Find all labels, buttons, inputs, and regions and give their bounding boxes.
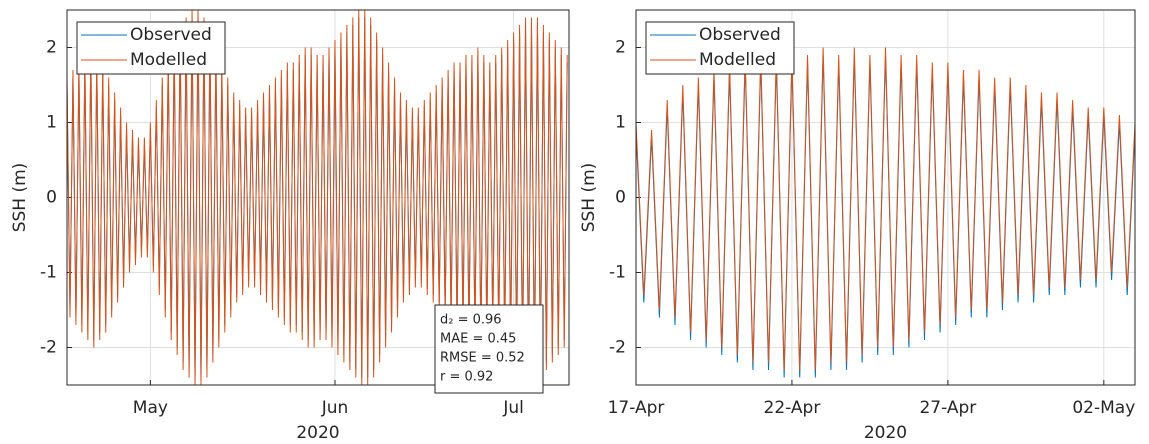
panel: -2 -1 0 1 2 May Jun Jul 2020 SSH (m) Observed Model…	[10, 9, 570, 443]
y-tick-label: -1	[609, 263, 626, 283]
annotation: MAE = 0.45	[440, 332, 516, 347]
annotation: r = 0.92	[440, 370, 493, 385]
series-group	[636, 47, 1135, 378]
annotation: d₂ = 0.96	[440, 313, 502, 328]
y-tick-label: 2	[46, 38, 57, 58]
legend: Observed Modelled	[76, 21, 226, 75]
legend-label: Modelled	[130, 50, 207, 70]
x-tick-label: May	[133, 398, 168, 418]
y-tick-label: 0	[615, 188, 626, 208]
axes-box	[635, 9, 1136, 386]
legend-box	[76, 21, 226, 75]
y-tick-label: 0	[46, 188, 57, 208]
y-tick-label: -1	[40, 263, 57, 283]
series-group	[67, 10, 568, 385]
x-axis-label: 2020	[296, 423, 339, 443]
y-tick-label: 1	[46, 113, 57, 133]
x-tick-label: 22-Apr	[764, 398, 821, 418]
x-tick-label: Jul	[502, 398, 524, 418]
x-tick-label: 27-Apr	[919, 398, 976, 418]
legend-label: Observed	[699, 25, 781, 45]
y-tick-label: 2	[615, 38, 626, 58]
y-tick-label: -2	[40, 338, 57, 358]
y-axis-label: SSH (m)	[579, 163, 599, 233]
y-tick-label: -2	[609, 338, 626, 358]
y-axis-label: SSH (m)	[10, 163, 30, 233]
annotation: RMSE = 0.52	[440, 351, 525, 366]
x-axis-label: 2020	[864, 423, 907, 443]
legend-label: Observed	[130, 25, 212, 45]
legend-box	[645, 21, 795, 75]
axes-box	[66, 9, 570, 386]
legend-label: Modelled	[699, 50, 776, 70]
legend: Observed Modelled	[645, 21, 795, 75]
x-tick-label: 02-May	[1072, 398, 1135, 418]
y-tick-label: 1	[615, 113, 626, 133]
series-line	[636, 47, 1135, 371]
series-line	[67, 10, 568, 385]
panel: -2 -1 0 1 2 17-Apr 22-Apr 27-Apr 02-May 2020 SSH (…	[579, 9, 1136, 443]
annotation-box	[434, 304, 544, 394]
x-tick-label: 17-Apr	[608, 398, 665, 418]
x-tick-label: Jun	[321, 398, 349, 418]
